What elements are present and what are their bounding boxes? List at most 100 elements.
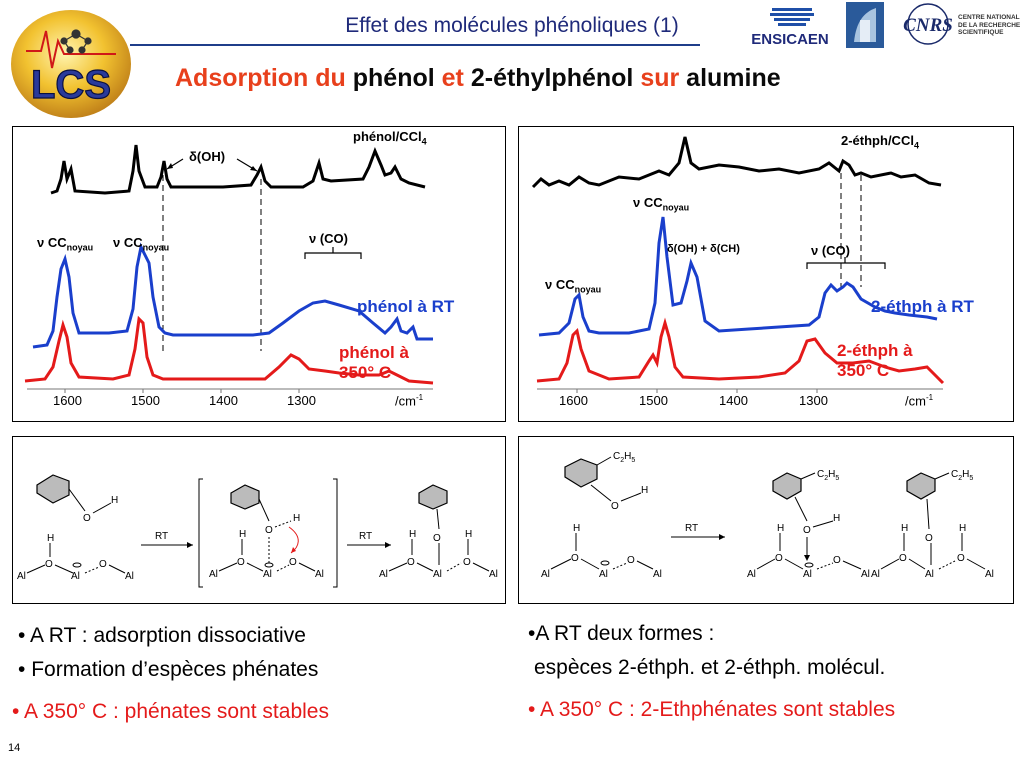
svg-text:O: O: [925, 533, 933, 544]
phenol-350-label: phénol à 350° C: [339, 343, 409, 382]
phenol-ref-label: phénol/CCl4: [353, 129, 427, 147]
phenol-cc2-label: ν CCnoyau: [113, 235, 170, 253]
svg-text:Al: Al: [433, 569, 442, 580]
svg-text:O: O: [407, 557, 415, 568]
left-bullet-1: • A RT : adsorption dissociative: [18, 624, 306, 647]
svg-text:H: H: [47, 533, 54, 544]
phenolate-product: O H O Al Al H O Al: [379, 484, 498, 580]
svg-text:C2H5: C2H5: [817, 469, 839, 482]
svg-text:H: H: [409, 529, 416, 540]
svg-text:O: O: [833, 555, 841, 566]
svg-text:Al: Al: [599, 569, 608, 580]
ethylphenol-adsorbed: C2H5 O H H O Al Al O Al: [747, 469, 870, 580]
svg-text:Al: Al: [209, 569, 218, 580]
svg-text:H: H: [239, 529, 246, 540]
svg-text:Al: Al: [379, 569, 388, 580]
ethylphenol-reference-trace: [531, 136, 942, 189]
svg-text:O: O: [957, 553, 965, 564]
svg-text:Al: Al: [861, 569, 870, 580]
ethylphenol-ohch-label: δ(OH) + δ(CH): [667, 243, 740, 255]
svg-text:Al: Al: [653, 569, 662, 580]
ethylphenol-cc-left-label: ν CCnoyau: [545, 277, 602, 295]
page-number: 14: [8, 742, 21, 754]
ethylphenol-350-label: 2-éthph à 350° C: [837, 341, 913, 380]
ethylphenol-cc-top-label: ν CCnoyau: [633, 195, 690, 213]
svg-text:O: O: [83, 513, 91, 524]
svg-text:H: H: [111, 495, 118, 506]
svg-text:O: O: [775, 553, 783, 564]
slide-subtitle: Adsorption du phénol et 2-éthylphénol su…: [175, 64, 781, 92]
ensicaen-logo: ENSICAEN: [740, 4, 840, 48]
ethylphenol-molecule: C2H5 O H: [564, 451, 648, 512]
svg-text:Al: Al: [541, 569, 550, 580]
svg-text:RT: RT: [685, 523, 698, 534]
svg-text:Al: Al: [315, 569, 324, 580]
alumina-surface-2: H O Al Al O Al: [541, 523, 662, 580]
svg-text:O: O: [463, 557, 471, 568]
svg-text:H: H: [959, 523, 966, 534]
ethylphenol-co-label: ν (CO): [811, 243, 850, 258]
phenol-molecule: O H: [36, 474, 118, 524]
svg-text:O: O: [99, 559, 107, 570]
lcs-logo-text: LCS: [31, 63, 111, 107]
ethylphenolate-product: C2H5 O H O Al Al H O Al: [871, 469, 994, 580]
cnrs-text: CENTRE NATIONAL DE LA RECHERCHE SCIENTIF…: [958, 14, 1021, 36]
svg-text:O: O: [611, 501, 619, 512]
phenol-cc1-label: ν CCnoyau: [37, 235, 94, 253]
svg-text:Al: Al: [925, 569, 934, 580]
svg-text:CNRS: CNRS: [903, 15, 953, 36]
svg-text:Al: Al: [263, 569, 272, 580]
title-underline: [130, 44, 700, 46]
phenol-co-label: ν (CO): [309, 231, 348, 246]
svg-text:H: H: [573, 523, 580, 534]
svg-text:H: H: [293, 513, 300, 524]
left-bullet-2: • Formation d’espèces phénates: [18, 658, 319, 681]
ethylphenol-350C-trace: [536, 317, 945, 385]
svg-text:O: O: [803, 525, 811, 536]
svg-text:O: O: [45, 559, 53, 570]
svg-text:ENSICAEN: ENSICAEN: [751, 31, 829, 48]
right-bullet-2: espèces 2-éthph. et 2-éthph. molécul.: [534, 656, 886, 679]
unicaen-logo: [846, 2, 884, 48]
ethylphenol-rt-label: 2-éthph à RT: [871, 297, 974, 316]
phenol-spectrum-panel: phénol/CCl4 δ(OH) ν CCnoyau ν CCnoyau ν …: [12, 126, 506, 422]
phenol-rt-trace: [32, 242, 433, 349]
phenol-reference-trace: [50, 144, 426, 195]
svg-text:H: H: [901, 523, 908, 534]
svg-text:C2H5: C2H5: [951, 469, 973, 482]
cnrs-logo: CNRS: [898, 2, 958, 48]
svg-text:Al: Al: [747, 569, 756, 580]
svg-text:O: O: [627, 555, 635, 566]
svg-text:RT: RT: [359, 531, 372, 542]
alumina-surface-1: H O Al Al O Al: [17, 533, 134, 582]
svg-text:O: O: [265, 525, 273, 536]
phenol-oh-label: δ(OH): [189, 149, 226, 164]
phenol-adsorption-scheme: O H H O Al Al O Al RT O: [12, 436, 506, 604]
svg-text:C2H5: C2H5: [613, 451, 635, 464]
ethylphenol-adsorption-scheme: C2H5 O H H O Al Al O Al RT C2H5: [518, 436, 1014, 604]
phenol-350C-trace: [24, 315, 434, 385]
svg-text:H: H: [465, 529, 472, 540]
svg-text:O: O: [571, 553, 579, 564]
svg-text:Al: Al: [71, 571, 80, 582]
ethylphenol-spectrum-panel: 2-éthph/CCl4 ν CCnoyau ν CCnoyau δ(OH) +…: [518, 126, 1014, 422]
svg-text:Al: Al: [871, 569, 880, 580]
slide-title: Effet des molécules phénoliques (1): [345, 14, 679, 37]
svg-text:Al: Al: [17, 571, 26, 582]
svg-text:O: O: [237, 557, 245, 568]
svg-text:H: H: [641, 485, 648, 496]
svg-text:H: H: [777, 523, 784, 534]
svg-text:Al: Al: [803, 569, 812, 580]
svg-text:O: O: [433, 533, 441, 544]
ethylphenol-rt-trace: [538, 216, 938, 337]
right-bullet-1: •A RT deux formes :: [528, 622, 715, 645]
ethylphenol-ref-label: 2-éthph/CCl4: [841, 133, 919, 151]
left-bullet-3: • A 350° C : phénates sont stables: [12, 700, 329, 723]
lcs-logo: LCS: [6, 6, 136, 121]
phenol-rt-label: phénol à RT: [357, 297, 455, 316]
svg-text:Al: Al: [985, 569, 994, 580]
svg-text:H: H: [833, 513, 840, 524]
svg-text:O: O: [289, 557, 297, 568]
phenol-intermediate: O H H O Al Al O Al: [209, 484, 324, 580]
svg-text:RT: RT: [155, 531, 168, 542]
